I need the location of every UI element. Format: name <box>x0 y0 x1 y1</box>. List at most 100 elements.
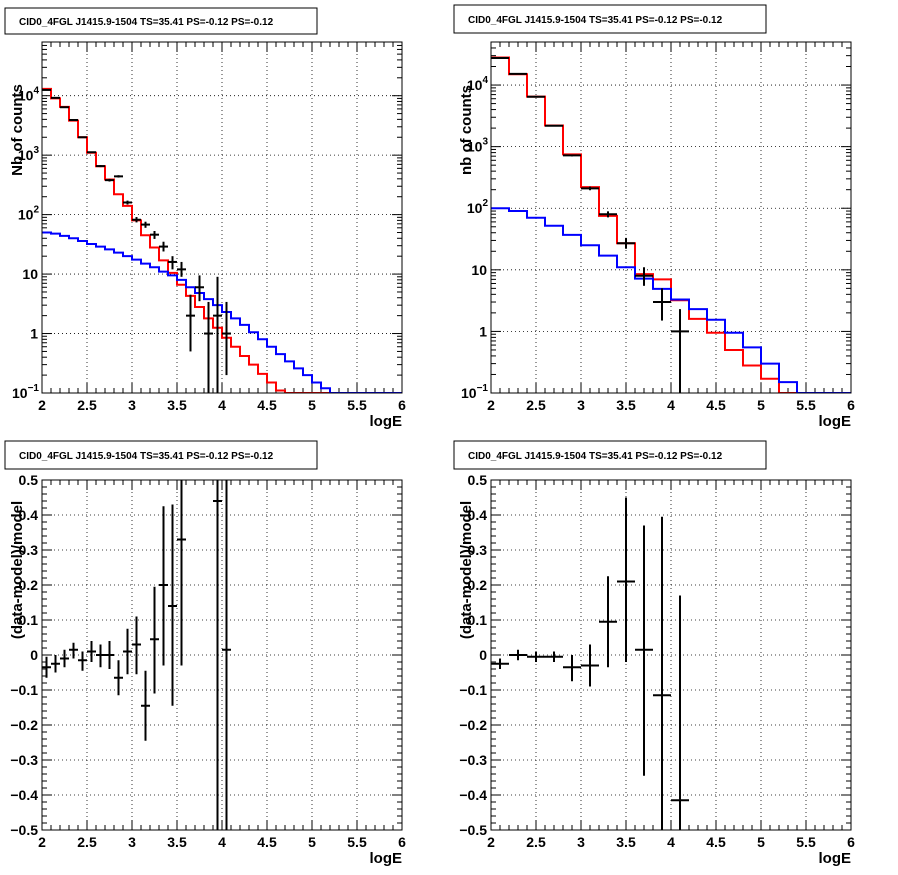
y-tick-label: 0.3 <box>468 542 488 558</box>
x-tick-label: 2.5 <box>77 397 97 413</box>
y-tick-label: −0.1 <box>10 682 38 698</box>
x-tick-label: 4 <box>218 397 226 413</box>
x-tick-label: 3 <box>577 834 585 850</box>
x-tick-label: 5.5 <box>796 834 816 850</box>
data-point <box>581 644 599 687</box>
data-point <box>78 651 87 671</box>
grid <box>491 480 851 830</box>
x-tick-label: 2 <box>38 834 46 850</box>
x-tick-label: 3.5 <box>616 397 636 413</box>
data-point <box>69 642 78 659</box>
chart-title: CID0_4FGL J1415.9-1504 TS=35.41 PS=-0.12… <box>19 17 274 28</box>
data-point <box>168 504 177 706</box>
data-point <box>96 165 105 168</box>
data-point <box>105 641 114 669</box>
x-tick-label: 2.5 <box>526 834 546 850</box>
x-tick-label: 5 <box>308 397 316 413</box>
x-tick-label: 5 <box>757 397 765 413</box>
y-axis-label: (data-model)/model <box>9 501 26 639</box>
data-point <box>114 175 123 178</box>
data-points <box>42 88 231 393</box>
data-point <box>222 301 231 376</box>
y-tick-label: 104 <box>467 75 489 93</box>
x-tick-label: 2.5 <box>526 397 546 413</box>
data-points <box>42 480 231 830</box>
data-point <box>491 56 509 59</box>
y-tick-label: 102 <box>18 205 40 223</box>
x-axis-label: logE <box>819 850 852 867</box>
y-tick-label: 0.2 <box>19 577 39 593</box>
data-point <box>96 644 105 668</box>
data-point <box>177 261 186 277</box>
data-point <box>105 178 114 182</box>
y-tick-label: −0.2 <box>459 717 487 733</box>
y-tick-label: 103 <box>18 145 40 163</box>
data-point <box>123 628 132 675</box>
y-tick-label: 0.1 <box>468 612 488 628</box>
y-tick-label: 0.4 <box>468 507 488 523</box>
y-tick-label: −0.1 <box>459 682 487 698</box>
x-tick-label: 4.5 <box>257 834 277 850</box>
y-tick-label: −0.4 <box>10 787 38 803</box>
grid <box>42 42 402 393</box>
data-point <box>599 576 617 668</box>
x-tick-label: 4.5 <box>706 397 726 413</box>
data-point <box>222 480 231 830</box>
y-tick-label: 0.2 <box>468 577 488 593</box>
data-point <box>545 651 563 662</box>
y-tick-label: 0 <box>30 647 38 663</box>
data-point <box>177 480 186 666</box>
y-tick-label: −0.5 <box>10 822 38 838</box>
y-axis-label: Nb of counts <box>9 84 26 176</box>
data-point <box>123 200 132 205</box>
data-point <box>42 88 51 91</box>
x-tick-label: 3.5 <box>616 834 636 850</box>
series-line-1 <box>42 87 402 393</box>
panel-1: 2 2.5 3 3.5 4 4.5 5 5.5 6 10−1 1 10 102 103 104 logE Nb … <box>4 7 406 430</box>
data-point <box>509 649 527 661</box>
y-tick-label: −0.2 <box>10 717 38 733</box>
data-point <box>671 309 689 393</box>
x-tick-label: 2 <box>38 397 46 413</box>
data-point <box>204 301 213 393</box>
data-point <box>51 655 60 673</box>
x-tick-label: 5.5 <box>347 397 367 413</box>
panel-2: 2 2.5 3 3.5 4 4.5 5 5.5 6 10−1 1 10 102 103 104 logE nb … <box>453 4 855 430</box>
data-point <box>545 124 563 127</box>
data-point <box>186 294 195 352</box>
data-point <box>60 649 69 668</box>
y-axis-label: nb of counts <box>458 85 475 175</box>
data-point <box>671 595 689 830</box>
axis-ticks <box>41 41 403 394</box>
data-point <box>141 670 150 741</box>
plot-frame <box>490 479 852 831</box>
y-tick-label: −0.4 <box>459 787 487 803</box>
x-tick-label: 2.5 <box>77 834 97 850</box>
x-tick-label: 4 <box>667 834 675 850</box>
data-points <box>491 497 689 830</box>
data-point <box>617 497 635 662</box>
data-point <box>527 651 545 662</box>
x-tick-label: 6 <box>398 397 406 413</box>
x-tick-label: 3.5 <box>167 834 187 850</box>
data-point <box>635 267 653 286</box>
data-point <box>491 658 509 669</box>
y-tick-label: 0.1 <box>19 612 39 628</box>
y-tick-label: 0.5 <box>468 472 488 488</box>
data-point <box>653 288 671 321</box>
data-point <box>653 516 671 830</box>
data-point <box>159 241 168 252</box>
x-axis-label: logE <box>370 413 403 430</box>
x-tick-label: 2 <box>487 397 495 413</box>
data-point <box>563 655 581 682</box>
data-point <box>60 106 69 109</box>
data-point <box>69 119 78 122</box>
chart-title: CID0_4FGL J1415.9-1504 TS=35.41 PS=-0.12… <box>19 451 274 462</box>
y-tick-label: 10 <box>22 266 38 282</box>
data-point <box>150 231 159 239</box>
data-point <box>213 276 222 393</box>
data-point <box>195 275 204 302</box>
plot-frame <box>41 479 403 831</box>
x-tick-label: 3 <box>128 397 136 413</box>
grid <box>42 480 402 830</box>
